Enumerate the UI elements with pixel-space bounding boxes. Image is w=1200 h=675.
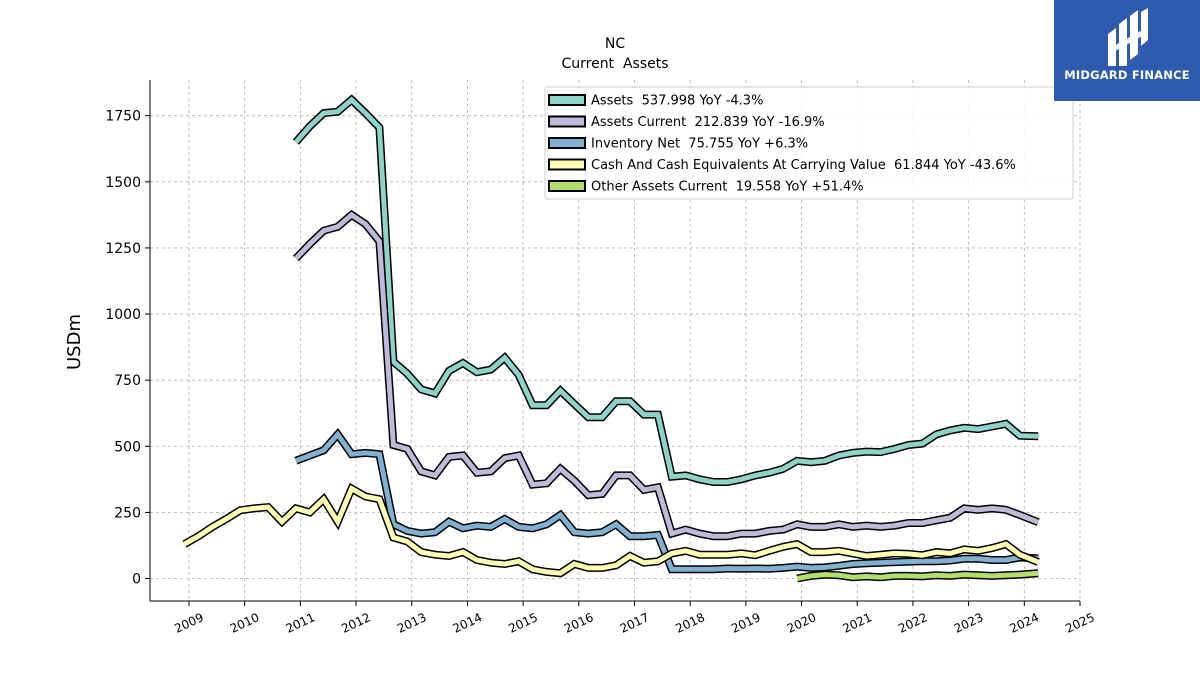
x-tick-label: 2011: [284, 610, 318, 636]
legend-label: Assets Current 212.839 YoY -16.9%: [591, 115, 825, 130]
x-tick-label: 2021: [840, 610, 874, 636]
series-line: [295, 430, 1039, 572]
legend: Assets 537.998 YoY -4.3% Assets Current 2…: [544, 86, 1074, 200]
y-tick-label: 1500: [105, 175, 141, 191]
y-tick-label: 1750: [105, 109, 141, 125]
legend-swatch: [548, 137, 586, 149]
x-tick-label: 2018: [673, 610, 707, 636]
series-2: [294, 427, 1039, 574]
series-line: [183, 485, 1040, 576]
x-tick-label: 2022: [896, 610, 930, 636]
chart-subtitle: Current Assets: [561, 56, 668, 72]
x-tick-label: 2014: [451, 610, 485, 636]
legend-swatch: [548, 115, 586, 128]
series-1: [293, 209, 1040, 541]
legend-swatch: [548, 158, 586, 171]
y-axis-label: USDm: [64, 314, 85, 370]
brand-name: MIDGARD FINANCE: [1064, 68, 1190, 82]
x-tick-label: 2010: [228, 610, 262, 636]
legend-label: Cash And Cash Equivalents At Carrying Va…: [591, 158, 1016, 173]
legend-label: Inventory Net 75.755 YoY +6.3%: [591, 137, 808, 152]
y-tick-label: 250: [114, 505, 141, 521]
chart-title: NC: [605, 36, 625, 52]
series-line: [294, 211, 1040, 539]
legend-swatch: [548, 94, 586, 106]
x-tick-label: 2017: [618, 610, 652, 636]
x-tick-label: 2015: [506, 610, 540, 636]
series-line: [796, 570, 1039, 581]
x-tick-label: 2025: [1063, 610, 1097, 636]
x-tick-label: 2019: [729, 610, 763, 636]
y-tick-label: 750: [114, 373, 141, 389]
legend-swatch: [548, 180, 586, 192]
series-4: [796, 569, 1039, 583]
series-3: [182, 482, 1040, 578]
x-tick-label: 2016: [562, 610, 596, 636]
y-tick-label: 1000: [105, 307, 141, 323]
x-tick-label: 2024: [1008, 610, 1042, 636]
x-tick-label: 2012: [339, 610, 373, 636]
legend-label: Assets 537.998 YoY -4.3%: [591, 94, 763, 109]
x-tick-label: 2020: [785, 610, 819, 636]
series-line: [294, 96, 1039, 485]
brand-logo: MIDGARD FINANCE: [1054, 0, 1200, 101]
x-tick-label: 2013: [395, 610, 429, 636]
series-lines: [182, 94, 1040, 583]
x-tick-label: 2023: [952, 610, 986, 636]
x-tick-label: 2009: [172, 610, 206, 636]
y-tick-label: 1250: [105, 241, 141, 257]
y-tick-label: 0: [132, 572, 141, 588]
legend-box: [544, 86, 1074, 200]
series-0: [292, 94, 1039, 486]
midgard-logo-icon: [1108, 8, 1148, 66]
legend-label: Other Assets Current 19.558 YoY +51.4%: [591, 180, 864, 195]
y-tick-label: 500: [114, 439, 141, 455]
